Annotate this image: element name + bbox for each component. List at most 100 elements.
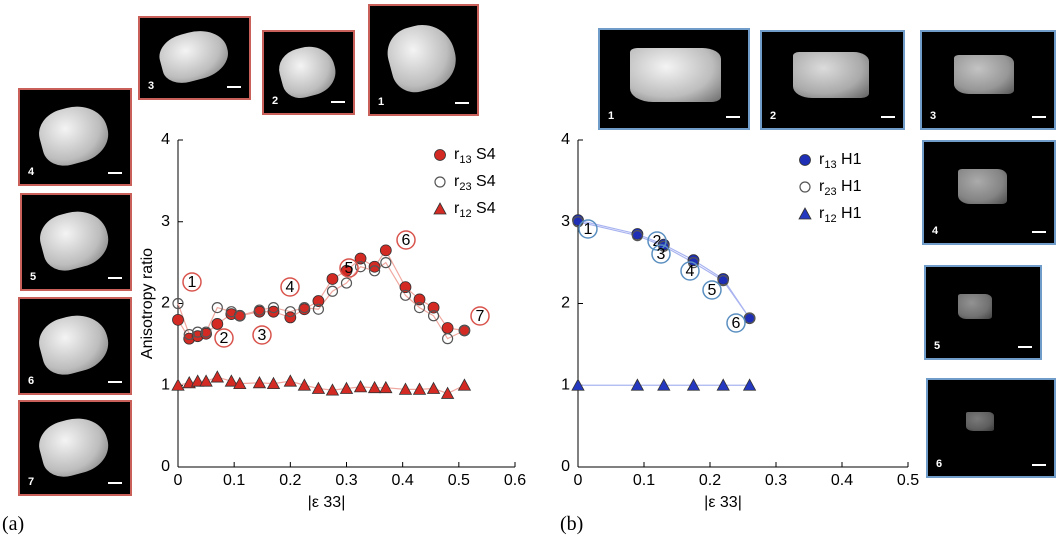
thumbnail-label: 2 bbox=[272, 95, 279, 107]
point bbox=[399, 289, 412, 301]
thumbnail: 2 bbox=[262, 30, 355, 115]
thumbnail: 4 bbox=[922, 140, 1056, 245]
point bbox=[340, 277, 353, 289]
x-tick-label: 0.5 bbox=[448, 472, 470, 489]
legend-label: r13 H1 bbox=[819, 151, 862, 171]
point bbox=[398, 382, 413, 395]
y-tick-label: 0 bbox=[161, 458, 170, 475]
point bbox=[413, 301, 426, 314]
scale-bar bbox=[108, 482, 122, 484]
point bbox=[224, 374, 239, 387]
legend-subscript: 12 bbox=[459, 208, 471, 220]
annotation: 4 bbox=[286, 279, 295, 296]
point bbox=[441, 322, 454, 334]
scale-bar bbox=[455, 102, 469, 104]
annotation-circle bbox=[726, 313, 746, 333]
y-tick-label: 3 bbox=[561, 213, 570, 230]
specimen bbox=[154, 24, 233, 89]
point bbox=[686, 378, 701, 391]
legend-text-part: S4 bbox=[472, 146, 496, 163]
legend-label: r13 S4 bbox=[454, 146, 496, 166]
point bbox=[353, 380, 368, 393]
specimen bbox=[33, 308, 115, 381]
annotation-circle bbox=[182, 272, 202, 292]
legend-text-part: H1 bbox=[837, 205, 862, 222]
specimen bbox=[381, 17, 463, 98]
legend-marker bbox=[433, 202, 447, 215]
scale-bar bbox=[1032, 116, 1046, 118]
legend-text-part: S4 bbox=[472, 200, 496, 217]
x-tick-label: 0.2 bbox=[699, 472, 721, 489]
annotation: 3 bbox=[258, 327, 267, 344]
thumbnail-label: 5 bbox=[934, 340, 941, 352]
point bbox=[326, 273, 339, 285]
point bbox=[440, 386, 455, 399]
thumbnail: 3 bbox=[920, 30, 1056, 130]
panel-label: (a) bbox=[2, 513, 25, 535]
point bbox=[658, 240, 670, 252]
x-tick-label: 0.4 bbox=[392, 472, 414, 489]
scale-bar bbox=[1032, 231, 1046, 233]
scale-bar bbox=[1018, 346, 1032, 348]
scale-bar bbox=[726, 116, 740, 118]
legend-subscript: 13 bbox=[459, 154, 471, 166]
legend-label: r12 S4 bbox=[454, 200, 496, 220]
x-tick-label: 0.3 bbox=[765, 472, 787, 489]
thumbnail: 4 bbox=[18, 88, 132, 186]
scale-bar bbox=[108, 277, 122, 279]
point bbox=[631, 230, 644, 242]
point bbox=[172, 313, 184, 326]
legend-label: r12 H1 bbox=[819, 205, 862, 225]
series-line bbox=[577, 219, 751, 319]
point bbox=[687, 254, 700, 267]
specimen bbox=[957, 294, 993, 319]
annotation: 5 bbox=[708, 282, 717, 299]
annotation: 4 bbox=[686, 263, 695, 280]
point bbox=[200, 326, 212, 338]
y-tick-label: 4 bbox=[561, 131, 570, 148]
point bbox=[298, 301, 310, 314]
x-tick-label: 0 bbox=[574, 472, 583, 489]
legend-label: r23 S4 bbox=[454, 173, 496, 193]
thumbnail: 5 bbox=[924, 265, 1042, 360]
legend-marker bbox=[434, 176, 446, 188]
scale-bar bbox=[881, 116, 895, 118]
y-tick-label: 3 bbox=[161, 213, 170, 230]
thumbnail: 7 bbox=[18, 400, 132, 496]
point bbox=[442, 333, 454, 345]
annotation-circle bbox=[680, 261, 700, 281]
point bbox=[311, 381, 326, 394]
scale-bar bbox=[108, 172, 122, 174]
annotation: 5 bbox=[345, 260, 354, 277]
point bbox=[368, 265, 381, 277]
thumbnail-label: 3 bbox=[930, 110, 937, 122]
y-tick-label: 2 bbox=[161, 295, 170, 312]
thumbnail-label: 6 bbox=[28, 375, 35, 387]
legend-subscript: 12 bbox=[824, 213, 836, 225]
x-tick-label: 0.6 bbox=[504, 472, 526, 489]
thumbnail: 1 bbox=[368, 4, 479, 116]
point bbox=[267, 301, 280, 314]
point bbox=[412, 382, 427, 395]
point bbox=[657, 378, 671, 391]
point bbox=[630, 378, 645, 391]
legend-text-part: r bbox=[454, 173, 460, 190]
scale-bar bbox=[108, 381, 122, 383]
scale-bar bbox=[1032, 464, 1046, 466]
point bbox=[427, 310, 440, 322]
panel-label: (b) bbox=[560, 513, 584, 535]
specimen bbox=[793, 52, 870, 99]
series-line bbox=[577, 221, 751, 319]
point bbox=[253, 304, 266, 316]
legend-text-part: r bbox=[454, 146, 460, 163]
point bbox=[266, 376, 281, 390]
x-tick-label: 0.2 bbox=[279, 472, 301, 489]
legend-text-part: r bbox=[454, 200, 460, 217]
legend-marker bbox=[799, 181, 811, 193]
point bbox=[354, 252, 367, 265]
specimen bbox=[957, 169, 1008, 204]
legend-text-part: r bbox=[819, 178, 825, 195]
x-tick-label: 0.1 bbox=[633, 472, 655, 489]
x-axis-label: |ε 33| bbox=[308, 494, 346, 511]
